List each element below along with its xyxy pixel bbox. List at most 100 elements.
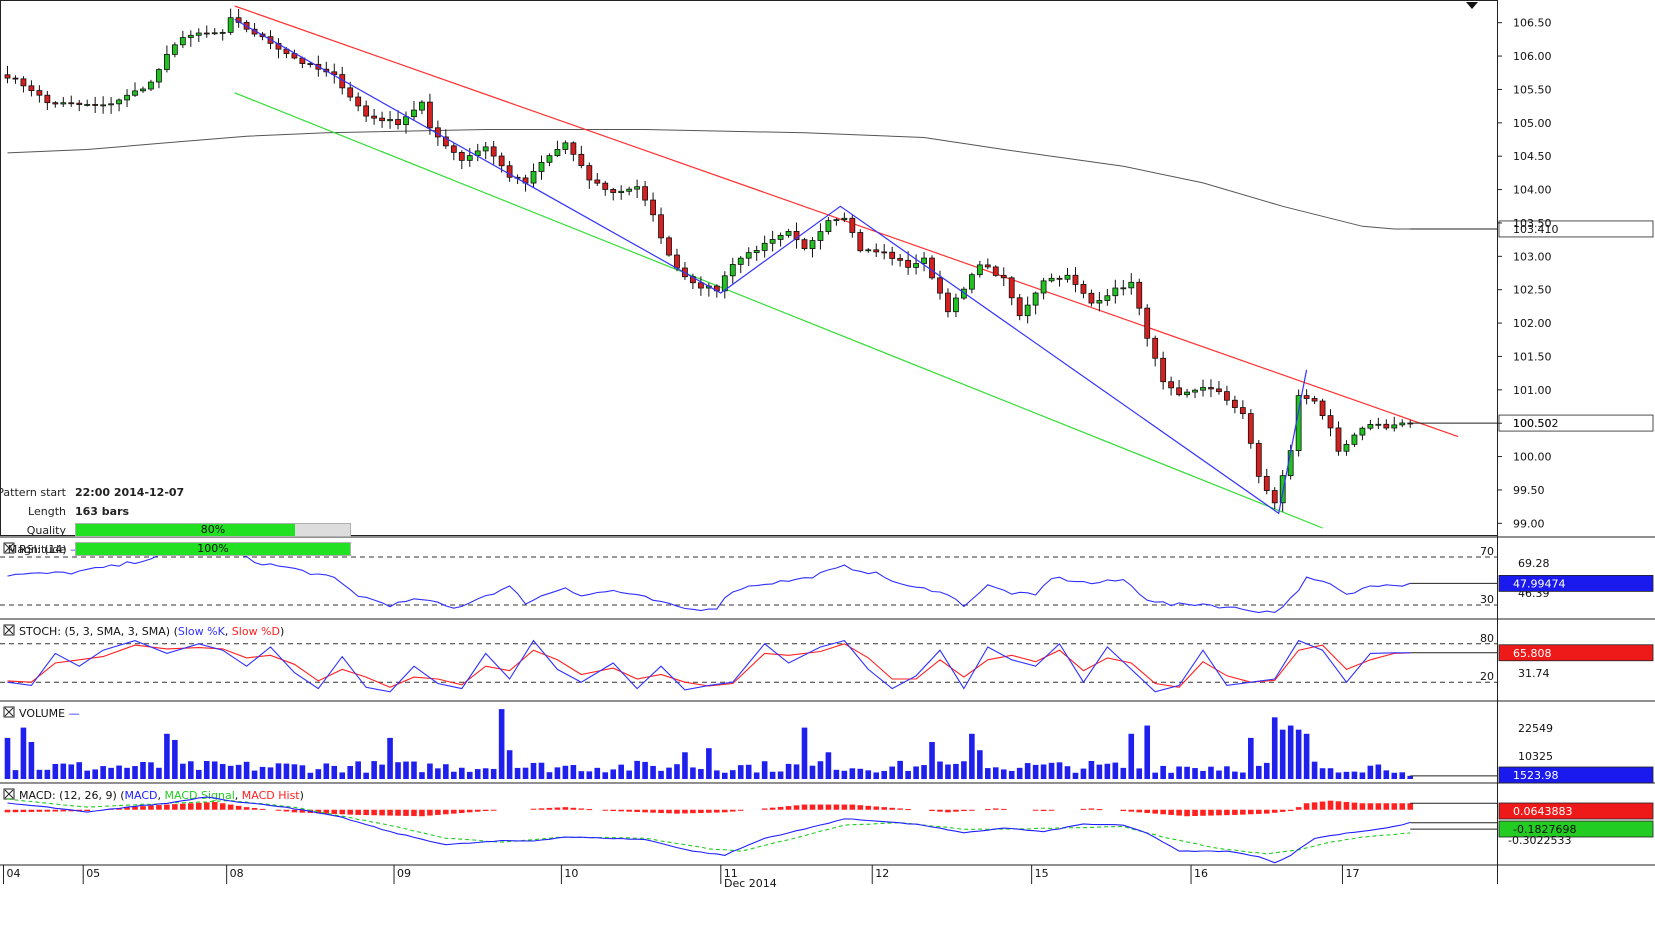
price-tick-label: 102.00 — [1513, 317, 1552, 330]
pattern-quality-label: Quality — [26, 524, 66, 537]
volume-panel[interactable]: VOLUME — 22549 10325 1523.98 — [3, 706, 1654, 784]
candle — [546, 153, 553, 167]
volume-bar — [1088, 760, 1095, 779]
volume-bar — [554, 767, 561, 779]
volume-bar — [666, 767, 672, 779]
price-tick-label: 104.50 — [1513, 150, 1552, 163]
macd-hist-bar — [363, 809, 369, 816]
volume-bar — [1295, 729, 1302, 779]
volume-bar — [1248, 737, 1254, 779]
volume-bar — [1096, 764, 1103, 779]
macd-hist-bar — [243, 807, 250, 810]
candle — [100, 96, 107, 114]
macd-hist-bar — [140, 806, 146, 810]
volume-title: VOLUME — — [19, 707, 80, 720]
candle — [1136, 278, 1143, 316]
candle — [929, 255, 935, 280]
volume-bar — [793, 764, 800, 779]
macd-hist-bar — [793, 805, 800, 810]
volume-bar — [92, 769, 98, 779]
macd-hist-bar — [1032, 809, 1039, 811]
macd-hist-bar — [315, 809, 322, 814]
volume-bar — [1359, 772, 1366, 779]
candle — [116, 98, 122, 112]
candle — [68, 95, 75, 107]
macd-panel[interactable]: MACD: (12, 26, 9) (MACD, MACD Signal, MA… — [3, 788, 1654, 864]
volume-bar — [745, 764, 752, 779]
volume-bar — [722, 772, 728, 779]
volume-bar — [1335, 772, 1342, 779]
candle — [442, 129, 449, 149]
stoch-d-line — [7, 643, 1411, 688]
candle — [697, 276, 704, 296]
stochastic-panel[interactable]: STOCH: (5, 3, SMA, 3, SMA) (Slow %K, Slo… — [0, 624, 1654, 693]
volume-bar — [474, 769, 481, 779]
volume-bar — [172, 739, 178, 779]
macd-hist-bar — [1311, 802, 1318, 810]
macd-hist-bar — [562, 807, 569, 810]
candle — [20, 76, 27, 93]
macd-hist-bar — [1048, 809, 1055, 811]
volume-bar — [1024, 763, 1031, 779]
candle — [793, 222, 800, 249]
volume-bar — [865, 770, 872, 779]
candle — [905, 251, 912, 275]
macd-hist-bar — [60, 809, 67, 812]
candle — [219, 29, 226, 41]
macd-hist-bar — [435, 809, 441, 815]
macd-hist-bar — [1391, 803, 1398, 810]
price-tick-label: 103.50 — [1513, 217, 1552, 230]
volume-tick-label: 10325 — [1518, 750, 1553, 763]
candle — [227, 8, 234, 35]
macd-hist-bar — [411, 809, 417, 817]
price-panel[interactable]: 100.502 103.410 — [4, 2, 1654, 529]
macd-hist-bar — [586, 809, 593, 811]
volume-bar — [451, 771, 457, 779]
candle — [777, 232, 784, 247]
candle — [1088, 289, 1095, 307]
macd-hist-bar — [905, 809, 911, 811]
macd-hist-bar — [323, 809, 330, 814]
macd-hist-bar — [1359, 803, 1366, 810]
scroll-marker-icon[interactable] — [1466, 2, 1478, 9]
macd-paren: ( — [120, 789, 124, 802]
volume-bar — [897, 760, 903, 779]
volume-bar — [435, 768, 441, 779]
macd-hist-bar — [1375, 803, 1382, 810]
volume-bar — [1136, 768, 1143, 779]
volume-bar — [1311, 761, 1318, 779]
macd-hist-bar — [195, 802, 202, 810]
candle — [1048, 273, 1055, 283]
candle — [163, 45, 170, 73]
candle — [1104, 288, 1111, 306]
volume-bar — [235, 764, 242, 779]
stoch-legend-d: Slow %D — [232, 625, 280, 638]
macd-hist-bar — [355, 809, 361, 815]
macd-hist-bar — [849, 804, 856, 810]
macd-hist-bar — [817, 804, 824, 810]
macd-hist-bar — [28, 809, 35, 812]
candle — [1247, 409, 1254, 449]
candle — [458, 150, 465, 170]
candle — [203, 25, 210, 38]
candle — [1359, 426, 1366, 441]
candle — [187, 30, 194, 47]
macd-hist-bar — [20, 809, 27, 813]
candle — [984, 258, 991, 270]
volume-bar — [52, 764, 59, 779]
volume-bar — [116, 765, 122, 779]
candle — [769, 230, 776, 252]
macd-hist-bar — [379, 809, 385, 816]
candle — [1072, 267, 1079, 293]
pattern-magnitude-label: Magnitude — [7, 543, 66, 556]
macd-hist-bar — [953, 809, 959, 812]
rsi-level-label: 70 — [1480, 545, 1494, 558]
macd-hist-bar — [1200, 809, 1206, 816]
volume-bar — [1263, 762, 1270, 779]
candle — [968, 272, 975, 294]
volume-bar — [801, 727, 808, 779]
volume-bar — [945, 764, 951, 779]
volume-bar — [522, 767, 529, 779]
macd-hist-bar — [1128, 809, 1135, 812]
